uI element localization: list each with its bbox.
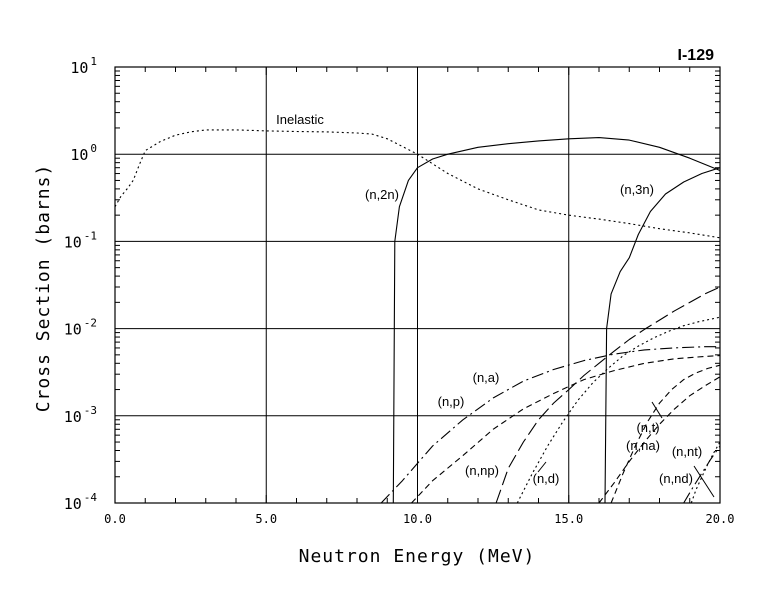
y-axis-label: Cross Section (barns) [33,164,54,413]
series-lines [114,129,721,504]
series-label: (n,3n) [620,182,654,197]
y-tick-label: 10 -2 [64,317,97,339]
x-tick-label: 15.0 [554,512,583,526]
series-label: (n,t) [636,420,659,435]
series-label: (n,a) [473,370,500,385]
series-line-n-p [495,286,721,504]
series-label: (n,nt) [672,444,702,459]
series-line-n-a [380,346,720,504]
series-line-n-nd [683,445,721,504]
series-label: (n,np) [465,463,499,478]
series-label: (n,p) [438,394,465,409]
label-pointers [537,401,715,498]
tick-marks [114,67,721,503]
series-line-inelastic [114,129,721,239]
series-labels: Inelastic (n,2n) (n,3n) (n,a) (n,p) (n,np) (n,… [276,112,702,486]
series-line-n-na [598,376,721,504]
series-line-n-t [610,364,721,504]
x-tick-label: 10.0 [403,512,432,526]
x-tick-label: 5.0 [255,512,277,526]
y-tick-label: 10 -3 [64,404,97,426]
series-label: (n,nd) [659,471,693,486]
y-tick-label: 10 -1 [64,229,97,251]
label-pointer [537,461,547,473]
series-label: Inelastic [276,112,324,127]
x-tick-labels: 0.0 5.0 10.0 15.0 20.0 [104,512,734,526]
x-tick-label: 0.0 [104,512,126,526]
series-line-n-2n [392,137,721,504]
series-line-n-nt [690,441,721,504]
series-label: (n,d) [533,471,560,486]
series-line-n-np [411,355,721,504]
y-tick-label: 10 0 [70,142,97,164]
series-line-n-3n [604,167,721,504]
label-pointer [693,465,715,498]
chart-title: I-129 [678,47,715,64]
x-axis-label: Neutron Energy (MeV) [299,546,536,567]
y-tick-label: 10 1 [70,55,97,77]
series-label: (n,2n) [365,187,399,202]
label-pointer [651,401,663,419]
x-tick-label: 20.0 [706,512,735,526]
series-label: (n,na) [626,438,660,453]
y-tick-label: 10 -4 [64,491,98,513]
